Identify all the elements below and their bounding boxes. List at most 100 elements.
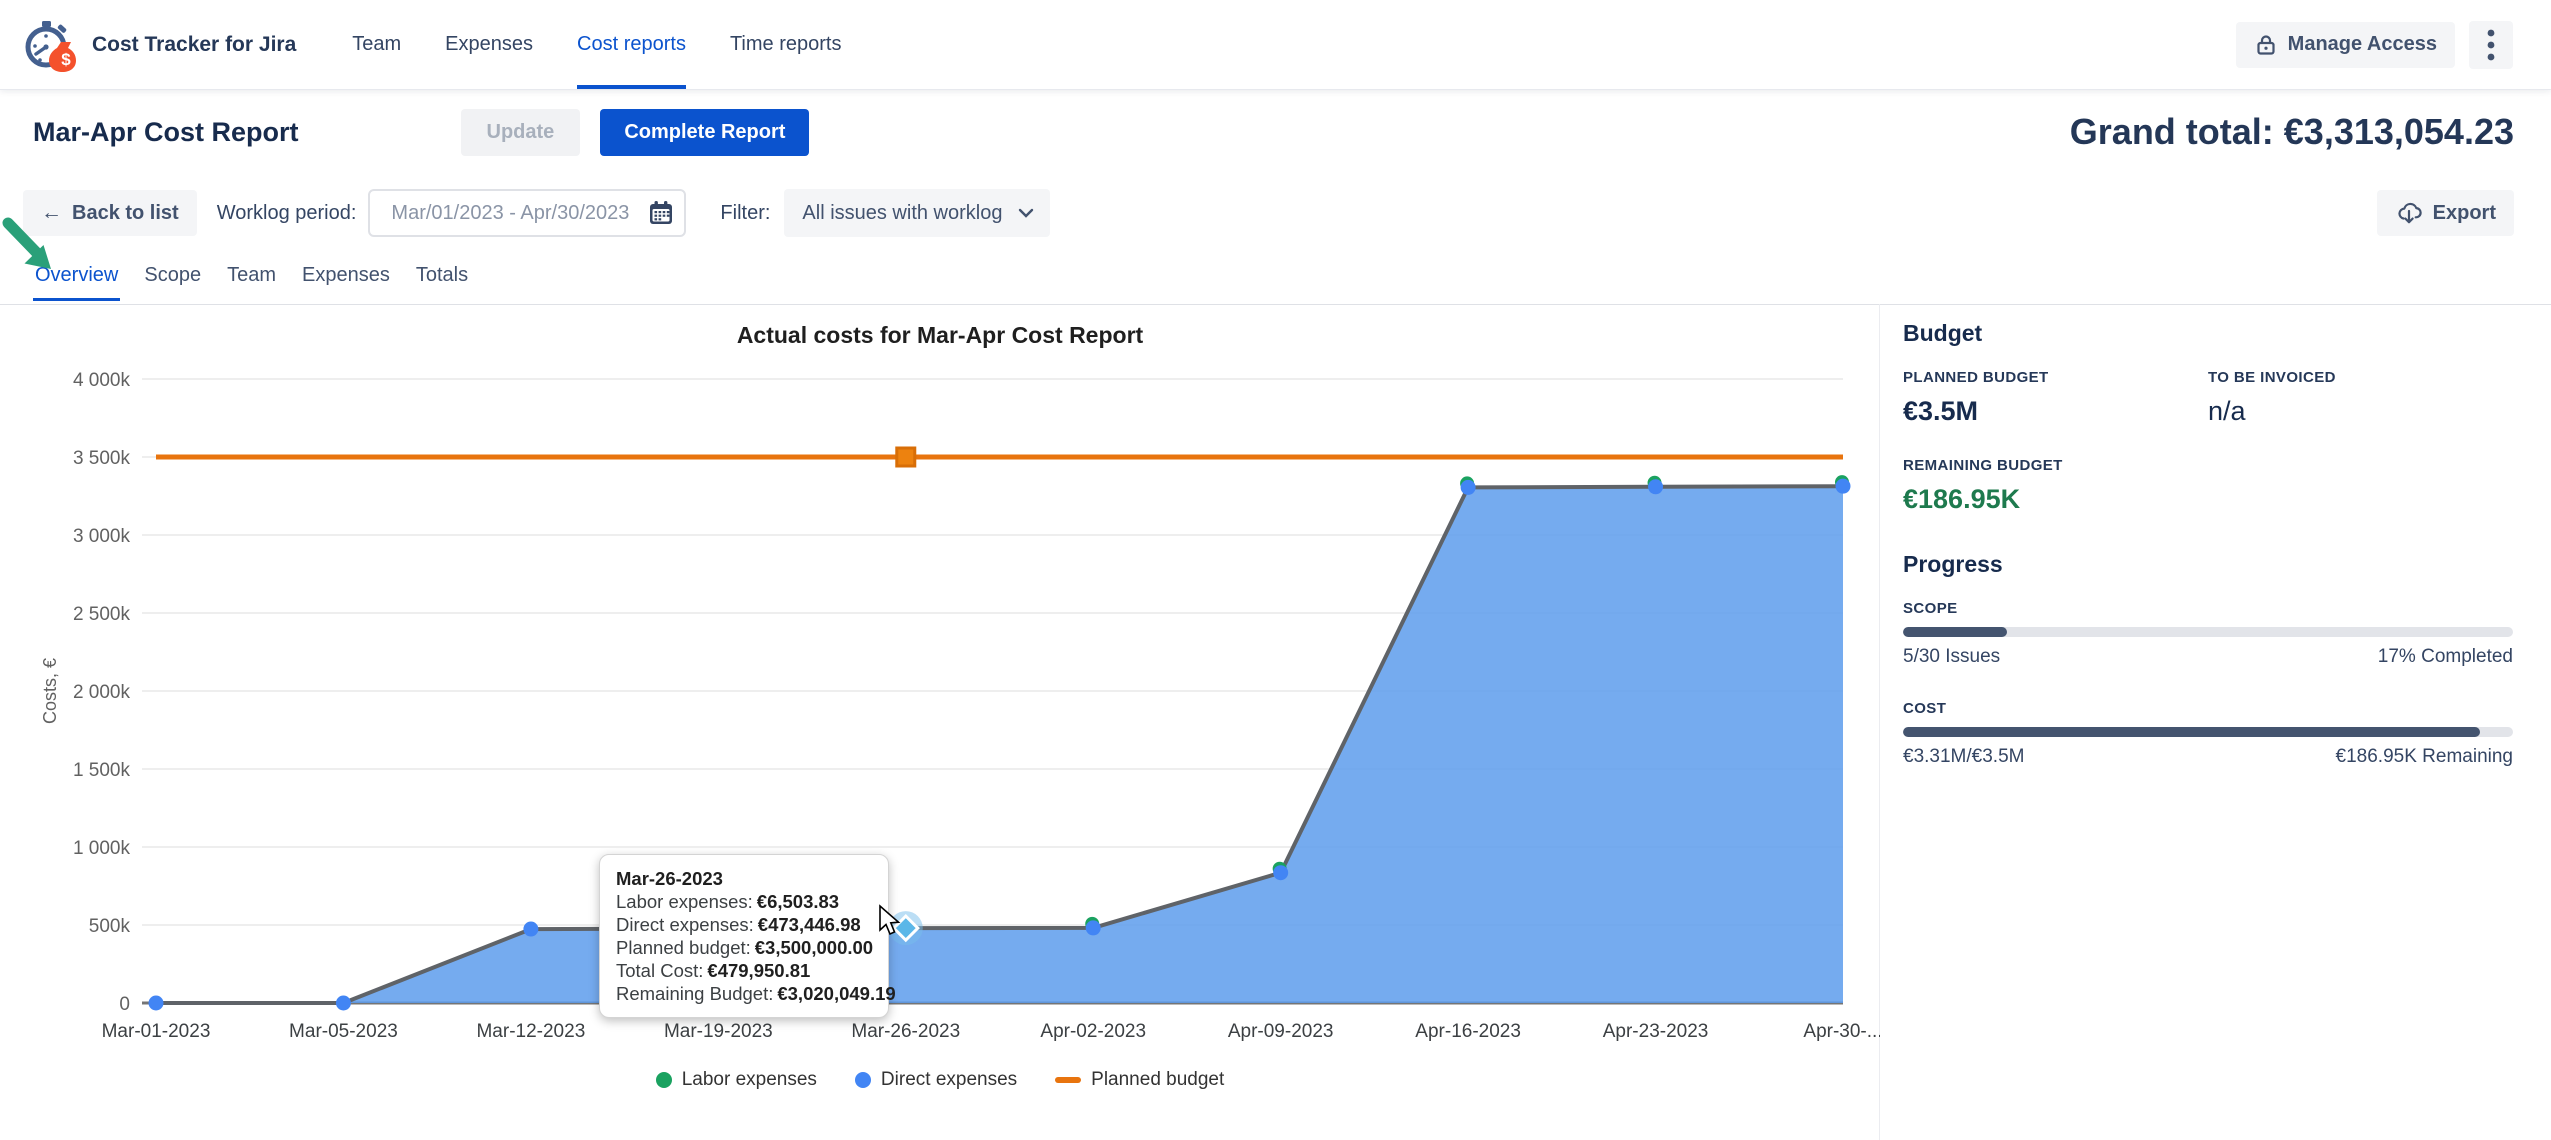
app-title: Cost Tracker for Jira [92,32,297,56]
legend-swatch-line [1055,1077,1082,1083]
legend-item: Labor expenses [655,1069,817,1091]
cost-progress-right: €186.95K Remaining [2335,746,2513,767]
total-cost-area [156,486,1843,1003]
scope-progress-bar [1903,627,2513,637]
title-row: Mar-Apr Cost Report Update Complete Repo… [33,104,2514,160]
top-nav: Team Expenses Cost reports Time reports [352,0,841,89]
filter-select[interactable]: All issues with worklog [784,189,1051,237]
grand-total: Grand total: €3,313,054.23 [2069,111,2514,152]
total-cost-line [156,484,1844,1005]
page-title: Mar-Apr Cost Report [33,116,299,147]
remaining-budget-value: €186.95K [1903,484,2021,514]
budget-grid: PLANNED BUDGET €3.5M TO BE INVOICED n/a … [1903,369,2513,515]
worklog-period-label: Worklog period: [216,201,357,224]
y-tick-label: 0 [119,994,130,1015]
nav-item-time-reports[interactable]: Time reports [729,33,842,55]
direct-expenses-point[interactable] [1085,920,1101,936]
tabs-divider [0,304,2551,305]
legend-item: Direct expenses [854,1069,1018,1091]
cloud-download-icon [2398,202,2422,224]
manage-access-button[interactable]: Manage Access [2235,21,2455,68]
remaining-budget-label: REMAINING BUDGET [1903,457,2063,474]
lock-icon [2257,34,2275,55]
x-tick-label: Apr-16-2023 [1415,1021,1521,1042]
y-tick-label: 500k [89,916,131,937]
direct-expenses-point[interactable] [335,995,351,1011]
legend-swatch-dot [655,1072,672,1088]
manage-access-label: Manage Access [2287,33,2437,55]
y-tick-label: 4 000k [73,370,131,391]
y-tick-label: 1 000k [73,838,131,859]
cost-progress-label: COST [1903,700,1947,717]
app-header: $ Cost Tracker for Jira Team Expenses Co… [0,0,2551,89]
back-to-list-label: Back to list [72,201,179,224]
x-tick-label: Mar-12-2023 [476,1021,585,1042]
direct-expenses-point[interactable] [1835,478,1851,494]
tab-scope[interactable]: Scope [144,264,202,286]
progress-heading: Progress [1903,551,2003,577]
tab-team[interactable]: Team [227,264,276,286]
to-be-invoiced-label: TO BE INVOICED [2208,369,2336,386]
complete-report-button[interactable]: Complete Report [600,108,810,156]
tooltip-row: Remaining Budget: €3,020,049.19 [616,983,896,1004]
more-options-button[interactable] [2469,20,2513,69]
nav-item-team[interactable]: Team [352,33,402,55]
planned-budget-marker[interactable] [895,446,917,468]
chart-legend: Labor expenses Direct expenses Planned bud… [0,1069,1880,1091]
nav-item-cost-reports[interactable]: Cost reports [577,0,686,89]
x-tick-label: Mar-19-2023 [664,1021,773,1042]
x-tick-label: Apr-02-2023 [1040,1021,1146,1042]
tooltip-row: Direct expenses: €473,446.98 [616,914,861,935]
x-tick-label: Mar-01-2023 [102,1021,211,1042]
tab-expenses[interactable]: Expenses [301,264,390,286]
cost-progress-bar [1903,727,2513,737]
cost-progress-fill [1903,727,2481,737]
direct-expenses-point[interactable] [523,921,539,937]
tooltip-row: Labor expenses: €6,503.83 [616,891,840,912]
scope-progress-left: 5/30 Issues [1903,646,2001,667]
y-axis-title: Costs, € [40,658,60,724]
filter-label: Filter: [720,201,771,224]
toolbar: ← Back to list Worklog period: Filter: A… [23,188,2514,238]
budget-heading: Budget [1903,320,1983,346]
x-tick-label: Apr-30-... [1803,1021,1880,1042]
tab-totals[interactable]: Totals [415,264,469,286]
back-to-list-button[interactable]: ← Back to list [23,190,197,236]
legend-item: Planned budget [1055,1069,1224,1091]
scope-progress-label: SCOPE [1903,600,1958,617]
cost-chart[interactable]: 0 500k 1 000k 1 500k 2 000k 2 500k 3 000k 3 500… [0,304,1880,1064]
tooltip-row: Planned budget: €3,500,000.00 [616,937,874,958]
kebab-icon [2487,29,2495,60]
y-tick-label: 3 500k [73,448,131,469]
export-button[interactable]: Export [2376,190,2514,236]
direct-expenses-point[interactable] [1648,479,1664,495]
report-tabs: Overview Scope Team Expenses Totals [33,258,470,304]
x-tick-label: Mar-05-2023 [289,1021,398,1042]
cost-progress-left: €3.31M/€3.5M [1903,746,2025,767]
worklog-period-input[interactable] [368,189,687,237]
summary-sidebar: Budget PLANNED BUDGET €3.5M TO BE INVOIC… [1903,320,2513,800]
legend-label: Direct expenses [880,1069,1018,1090]
y-tick-label: 3 000k [73,526,131,547]
svg-text:$: $ [61,50,71,69]
mouse-cursor [879,904,901,936]
direct-expenses-point[interactable] [148,995,164,1011]
update-button[interactable]: Update [460,108,581,156]
hovered-point-diamond[interactable] [891,913,920,943]
legend-swatch-dot [854,1072,871,1088]
calendar-icon[interactable] [648,200,674,226]
y-tick-label: 1 500k [73,760,131,781]
export-label: Export [2432,201,2496,224]
app-logo-icon: $ [25,20,76,72]
x-tick-label: Apr-23-2023 [1603,1021,1709,1042]
chevron-down-icon [1019,208,1034,218]
direct-expenses-point[interactable] [1460,479,1476,495]
legend-label: Labor expenses [681,1069,817,1090]
nav-item-expenses[interactable]: Expenses [445,33,534,55]
direct-expenses-point[interactable] [1273,865,1289,881]
x-tick-label: Mar-26-2023 [851,1021,960,1042]
x-tick-label: Apr-09-2023 [1228,1021,1334,1042]
planned-budget-value: €3.5M [1903,396,1979,426]
scope-progress-fill [1903,627,2007,637]
tab-overview[interactable]: Overview [33,258,121,301]
